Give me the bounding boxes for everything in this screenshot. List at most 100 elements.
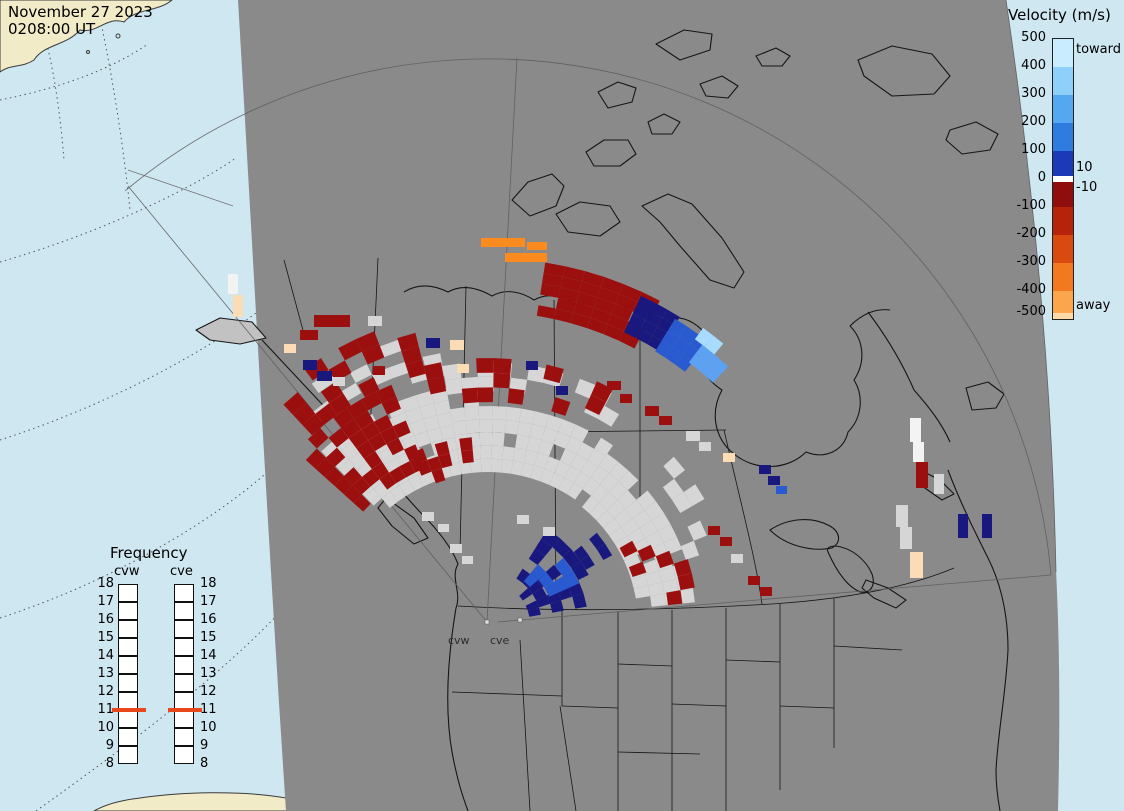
velocity-cell xyxy=(596,510,615,528)
velocity-cell xyxy=(655,550,674,569)
velocity-cell xyxy=(427,427,443,444)
velocity-data-cells xyxy=(228,238,992,617)
velocity-cell xyxy=(570,424,589,443)
colorbar-segment xyxy=(1053,235,1073,263)
velocity-cell xyxy=(619,283,642,302)
velocity-cell xyxy=(462,556,473,564)
frequency-cell xyxy=(118,584,138,602)
velocity-cell xyxy=(565,436,583,454)
velocity-legend-title: Velocity (m/s) xyxy=(1008,6,1111,24)
velocity-cell xyxy=(381,491,398,508)
velocity-cell xyxy=(390,485,406,502)
frequency-tick-label: 18 xyxy=(200,576,217,591)
velocity-cell xyxy=(551,397,571,416)
velocity-cell xyxy=(479,419,493,433)
velocity-cell xyxy=(663,536,683,555)
colorbar-segment xyxy=(1053,123,1073,151)
frequency-column-label-cve: cve xyxy=(170,564,193,579)
frequency-cell xyxy=(118,746,138,764)
velocity-cell xyxy=(699,442,711,451)
away-label: away xyxy=(1076,298,1111,313)
velocity-cell xyxy=(400,395,420,413)
velocity-cell xyxy=(544,456,560,473)
map-region xyxy=(238,0,1060,811)
velocity-cell xyxy=(386,437,404,456)
velocity-cell xyxy=(550,600,564,613)
velocity-cell xyxy=(353,494,371,512)
colorbar-segment xyxy=(1053,151,1073,176)
velocity-cell xyxy=(325,447,346,467)
velocity-cell xyxy=(614,509,633,527)
velocity-cell xyxy=(635,329,653,345)
velocity-cell xyxy=(584,394,606,415)
velocity-cell xyxy=(338,459,358,479)
velocity-cell xyxy=(600,276,624,294)
velocity-cell xyxy=(481,238,525,247)
velocity-cell xyxy=(461,387,479,404)
velocity-cell xyxy=(328,427,349,448)
velocity-cell xyxy=(338,339,362,361)
velocity-cell xyxy=(553,431,571,449)
frequency-marker-cve xyxy=(168,708,202,712)
velocity-cell xyxy=(283,392,307,415)
velocity-cell xyxy=(354,410,374,430)
velocity-cell xyxy=(502,446,516,461)
velocity-cell xyxy=(560,276,582,292)
velocity-cell xyxy=(695,344,716,364)
velocity-cell xyxy=(320,381,344,404)
velocity-cell xyxy=(609,481,628,501)
velocity-cell xyxy=(645,406,659,416)
velocity-cell xyxy=(562,266,585,282)
velocity-cell xyxy=(645,311,663,327)
velocity-cell xyxy=(554,558,573,576)
velocity-cell xyxy=(333,408,354,428)
velocity-cell xyxy=(364,488,382,506)
frequency-tick-label: 14 xyxy=(200,648,217,663)
velocity-cell xyxy=(581,271,605,288)
velocity-cell xyxy=(593,297,616,314)
velocity-cell xyxy=(317,371,332,381)
velocity-cell xyxy=(913,442,924,462)
velocity-cell xyxy=(405,407,424,424)
velocity-cell xyxy=(515,434,530,450)
velocity-tick-labels: 500 400 300 200 100 0 -100 -200 -300 -400 -500 xyxy=(1004,30,1124,320)
colorbar-segment xyxy=(1053,67,1073,95)
velocity-cell xyxy=(419,403,437,420)
velocity-cell xyxy=(562,570,580,588)
velocity-cell xyxy=(434,441,450,457)
velocity-cell xyxy=(666,590,683,606)
velocity-cell xyxy=(573,471,591,489)
frequency-tick-label: 13 xyxy=(97,666,114,681)
velocity-cell xyxy=(581,495,600,514)
velocity-cell xyxy=(399,479,415,496)
frequency-tick-label: 16 xyxy=(200,612,217,627)
frequency-cell xyxy=(174,710,194,728)
velocity-cell xyxy=(530,465,545,482)
velocity-cell xyxy=(414,431,431,448)
velocity-cell xyxy=(368,316,382,326)
velocity-cell xyxy=(305,448,326,469)
velocity-cell xyxy=(392,420,411,438)
frequency-cell xyxy=(174,638,194,656)
velocity-cell xyxy=(553,576,570,593)
velocity-tick-label: 400 xyxy=(1021,58,1046,73)
radar-label-cve: cve xyxy=(490,634,510,647)
zero-pos-label: 10 xyxy=(1076,160,1093,175)
velocity-cell xyxy=(679,326,698,344)
velocity-cell xyxy=(438,453,453,469)
frequency-tick-label: 17 xyxy=(97,594,114,609)
velocity-cell xyxy=(328,360,352,382)
velocity-cell xyxy=(303,360,317,370)
frequency-tick-label: 16 xyxy=(97,612,114,627)
velocity-cell xyxy=(324,466,344,486)
velocity-cell xyxy=(450,544,462,553)
velocity-cell xyxy=(910,552,923,578)
velocity-cell xyxy=(504,420,520,435)
velocity-cell xyxy=(554,460,571,478)
velocity-cell xyxy=(597,287,620,304)
velocity-cell xyxy=(600,473,619,493)
velocity-cell xyxy=(501,459,514,474)
velocity-cell xyxy=(464,406,480,421)
velocity-cell xyxy=(524,572,539,587)
velocity-cell xyxy=(520,462,535,479)
